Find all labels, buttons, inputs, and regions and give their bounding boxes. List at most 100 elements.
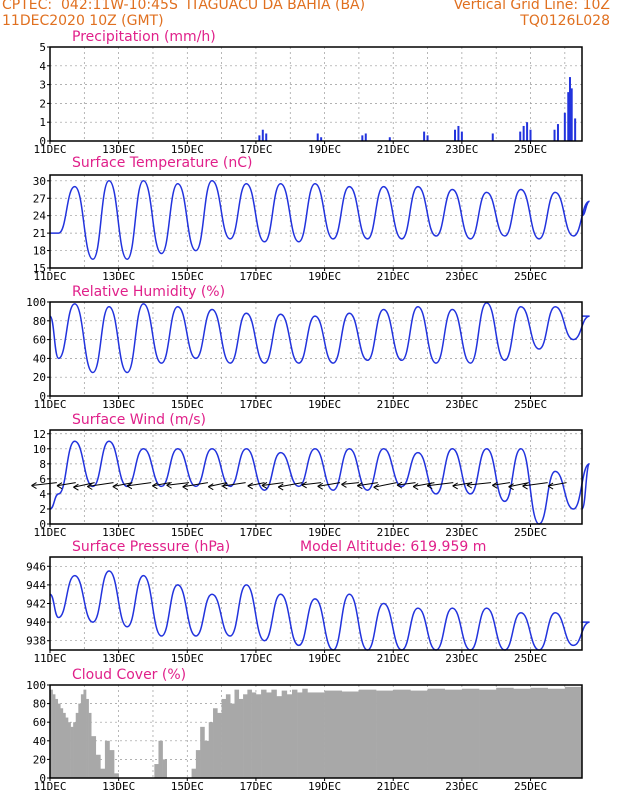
precip-bar: [460, 131, 463, 141]
wind-arrow-head: [247, 482, 253, 490]
x-tick-label: 19DEC: [308, 398, 341, 411]
precip-bar: [423, 131, 426, 141]
x-tick-label: 25DEC: [514, 270, 547, 283]
wind-arrow-head: [508, 483, 514, 491]
y-tick-label: 20: [33, 371, 46, 384]
cloud-bar: [225, 694, 231, 778]
x-tick-label: 25DEC: [514, 780, 547, 793]
wind-arrow: [56, 482, 76, 487]
cloud-bar: [410, 690, 428, 778]
precip-bar: [457, 125, 460, 141]
panel-4: 0 2 4 6 8 10 12 11DEC 13DEC 15DEC 17DEC 19DEC 21DEC 2…: [31, 412, 591, 539]
wind-arrow-head: [547, 482, 554, 490]
cloud-bar: [162, 759, 167, 778]
cloud-bar: [104, 740, 110, 778]
y-tick-label: 100: [26, 679, 46, 692]
y-tick-label: 20: [33, 753, 46, 766]
y-tick-label: 10: [33, 443, 46, 456]
precip-bar: [426, 135, 429, 141]
x-tick-label: 23DEC: [445, 270, 478, 283]
x-tick-label: 17DEC: [239, 780, 272, 793]
series-line: [49, 570, 590, 651]
cloud-bar: [73, 722, 77, 778]
cloud-bar: [393, 689, 411, 778]
precip-bar: [261, 129, 264, 141]
cloud-bar: [324, 690, 343, 778]
precip-bar: [361, 135, 364, 141]
cloud-bar: [68, 722, 71, 778]
wind-arrow: [427, 482, 454, 487]
cloud-bar: [213, 708, 218, 778]
precip-bar: [491, 133, 494, 141]
wind-arrow-head: [222, 482, 228, 490]
cloud-bar: [286, 694, 293, 778]
y-tick-label: 60: [33, 334, 46, 347]
y-tick-label: 4: [39, 60, 46, 73]
precip-bar: [570, 88, 573, 141]
panel-frame: [49, 556, 583, 651]
x-tick-label: 23DEC: [445, 652, 478, 665]
y-tick-label: 2: [39, 97, 46, 110]
wind-arrow-head: [261, 482, 268, 489]
wind-arrow-head: [341, 480, 347, 488]
wind-arrow-head: [182, 483, 188, 491]
x-tick-label: 11DEC: [33, 270, 66, 283]
cloud-bar: [95, 754, 101, 778]
cloud-bar: [109, 750, 115, 778]
y-tick-label: 4: [39, 488, 46, 501]
panel-frame: [49, 301, 583, 397]
cloud-bar: [564, 686, 583, 778]
cloud-bar: [513, 688, 531, 778]
wind-arrow: [31, 482, 57, 487]
wind-arrow: [341, 482, 359, 485]
precip-bar: [454, 129, 457, 141]
panel-title: Cloud Cover (%): [72, 667, 186, 683]
precip-bar: [553, 129, 556, 141]
x-tick-label: 23DEC: [445, 143, 478, 156]
wind-arrow: [247, 482, 265, 487]
cloud-bar: [276, 696, 282, 778]
cloud-bar: [75, 712, 79, 778]
wind-arrow-head: [166, 481, 172, 489]
y-tick-label: 2: [39, 503, 46, 516]
x-tick-label: 21DEC: [377, 270, 410, 283]
panel-annotation: Model Altitude: 619.959 m: [300, 539, 486, 555]
precip-bar: [563, 112, 566, 141]
cloud-bar: [358, 689, 377, 778]
y-tick-label: 12: [33, 428, 46, 441]
panel-3: 0 20 40 60 80 100 11DEC 13DEC 15DEC 17DEC 19DEC 21D…: [26, 284, 590, 411]
cloud-bar: [57, 703, 61, 778]
precip-bar: [574, 118, 577, 141]
y-tick-label: 21: [33, 227, 46, 240]
cloud-bar: [496, 687, 514, 778]
wind-arrow: [87, 482, 114, 487]
precip-bar: [568, 77, 571, 141]
panel-1: 0 1 2 3 4 5 11DEC 13DEC 15DEC 17DEC 19DEC 21DEC 23DE…: [33, 29, 583, 156]
wind-arrow-head: [426, 482, 433, 490]
y-tick-label: 1: [39, 116, 46, 129]
wind-arrow: [301, 482, 322, 486]
x-tick-label: 17DEC: [239, 270, 272, 283]
precip-bar: [265, 133, 268, 141]
y-tick-label: 80: [33, 698, 46, 711]
cloud-bar: [62, 712, 66, 778]
precip-bar: [556, 124, 559, 141]
wind-arrow-head: [152, 482, 158, 490]
x-tick-label: 11DEC: [33, 526, 66, 539]
wind-arrow: [182, 482, 208, 488]
x-tick-label: 25DEC: [514, 526, 547, 539]
header-source: CPTEC:: [2, 0, 53, 13]
y-tick-label: 0: [39, 518, 46, 531]
y-tick-label: 15: [33, 262, 46, 275]
cloud-bar: [70, 726, 74, 778]
wind-arrow-head: [396, 481, 403, 489]
cloud-bar: [261, 689, 267, 778]
x-tick-label: 23DEC: [445, 526, 478, 539]
cloud-bar: [158, 740, 163, 778]
x-tick-label: 13DEC: [102, 398, 135, 411]
wind-arrow-head: [492, 481, 498, 489]
wind-arrow: [466, 482, 492, 486]
precip-bar: [320, 137, 323, 141]
y-tick-label: 0: [39, 772, 46, 785]
precip-bar: [522, 125, 525, 141]
